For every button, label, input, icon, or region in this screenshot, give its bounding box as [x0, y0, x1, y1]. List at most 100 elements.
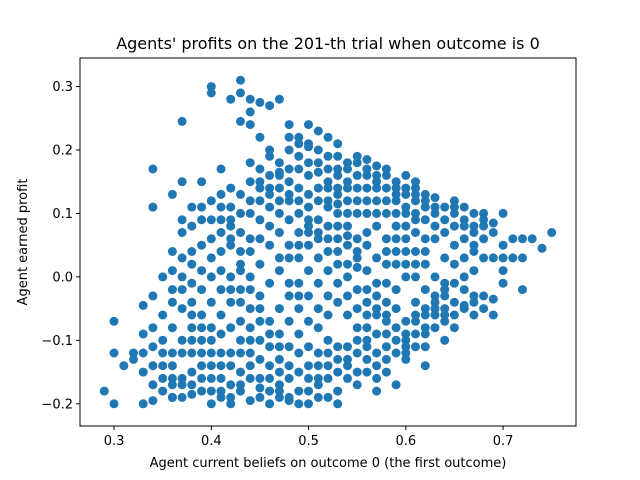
data-point [449, 259, 459, 269]
data-point [226, 234, 236, 244]
data-point [469, 228, 479, 237]
data-point [420, 361, 430, 371]
data-point [381, 183, 391, 193]
data-point [265, 151, 275, 161]
data-point [138, 367, 148, 377]
data-point [304, 120, 313, 130]
data-point [391, 380, 401, 390]
data-point [459, 234, 469, 244]
data-point [206, 272, 216, 282]
data-point [206, 297, 216, 307]
data-point [372, 253, 382, 263]
data-point [206, 348, 216, 358]
data-point [313, 167, 323, 177]
data-point [177, 373, 187, 383]
data-point [236, 386, 245, 396]
data-point [274, 196, 284, 206]
data-point [226, 202, 236, 212]
data-point [352, 348, 362, 358]
data-point [381, 234, 391, 244]
data-point [197, 266, 207, 276]
data-point [255, 392, 265, 402]
data-point [265, 373, 275, 383]
data-point [333, 208, 343, 218]
data-point [187, 323, 197, 333]
data-point [479, 253, 489, 263]
data-point [304, 215, 313, 225]
data-point [333, 189, 343, 199]
data-point [294, 240, 304, 250]
data-point [197, 361, 207, 371]
data-point [255, 164, 265, 174]
data-point [294, 291, 304, 301]
data-point [245, 285, 255, 295]
data-point [216, 386, 226, 396]
data-point [547, 228, 557, 237]
data-point [245, 272, 255, 282]
data-point [440, 316, 450, 326]
data-point [401, 183, 411, 193]
data-point [255, 177, 265, 187]
data-point [323, 361, 333, 371]
data-point [206, 361, 216, 371]
data-point [158, 386, 168, 396]
data-point [420, 247, 430, 256]
data-point [352, 208, 362, 218]
data-points [99, 75, 557, 409]
data-point [294, 367, 304, 377]
data-point [138, 329, 148, 339]
data-point [343, 373, 352, 383]
data-point [420, 259, 430, 269]
data-point [420, 196, 430, 206]
data-point [236, 189, 245, 199]
data-point [177, 215, 187, 225]
data-point [362, 297, 372, 307]
data-point [372, 373, 382, 383]
data-point [411, 215, 420, 225]
data-point [323, 291, 333, 301]
data-point [294, 196, 304, 206]
data-point [265, 278, 275, 288]
data-point [284, 278, 294, 288]
data-point [362, 170, 372, 180]
data-point [245, 335, 255, 345]
data-point [167, 361, 177, 371]
data-point [411, 342, 420, 352]
data-point [304, 240, 313, 250]
data-point [323, 266, 333, 276]
data-point [459, 202, 469, 212]
data-point [197, 215, 207, 225]
data-point [294, 329, 304, 339]
data-point [138, 399, 148, 409]
data-point [109, 399, 119, 409]
data-point [304, 361, 313, 371]
data-point [333, 367, 343, 377]
data-point [216, 189, 226, 199]
data-point [177, 335, 187, 345]
data-point [401, 316, 411, 326]
x-tick-label: 0.5 [298, 434, 319, 449]
data-point [449, 221, 459, 231]
data-point [381, 259, 391, 269]
data-point [255, 304, 265, 314]
data-point [440, 310, 450, 320]
data-point [294, 164, 304, 174]
data-point [469, 266, 479, 276]
data-point [187, 389, 197, 399]
data-point [352, 253, 362, 263]
data-point [372, 196, 382, 206]
data-point [449, 202, 459, 212]
data-point [430, 193, 440, 203]
data-point [187, 297, 197, 307]
data-point [381, 367, 391, 377]
data-point [197, 348, 207, 358]
data-point [411, 228, 420, 237]
data-point [343, 158, 352, 168]
data-point [411, 208, 420, 218]
data-point [274, 183, 284, 193]
data-point [469, 240, 479, 250]
x-tick-label: 0.3 [104, 434, 125, 449]
data-point [372, 310, 382, 320]
data-point [440, 278, 450, 288]
data-point [488, 310, 498, 320]
